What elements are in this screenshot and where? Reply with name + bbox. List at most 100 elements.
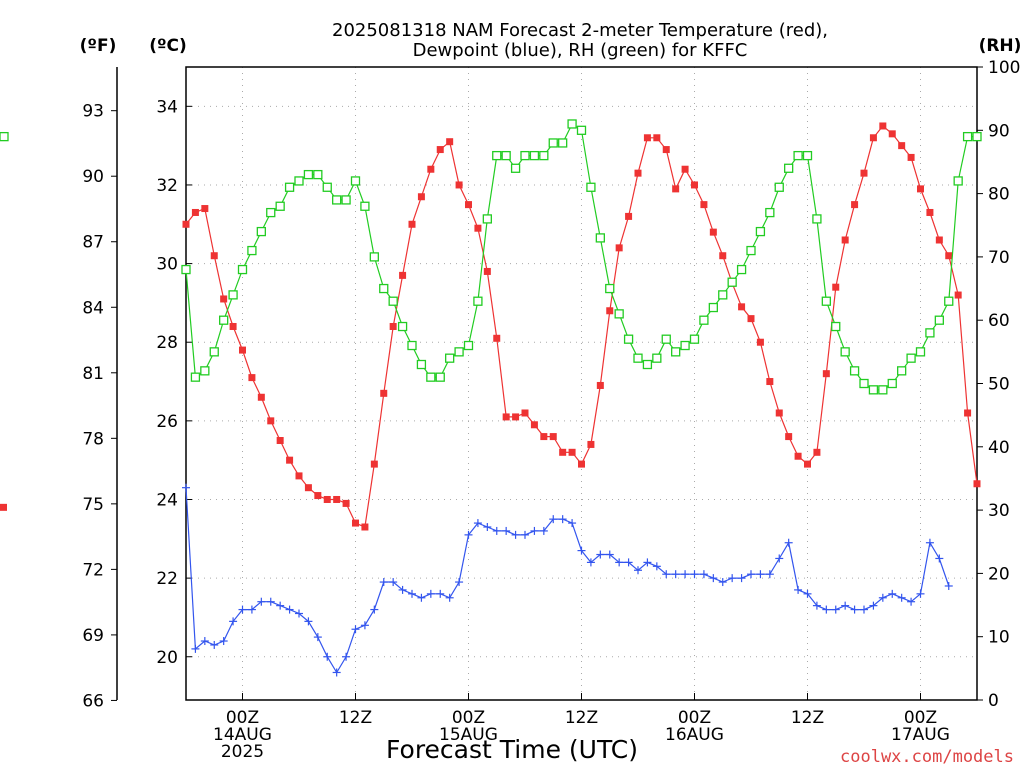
plot-frame xyxy=(185,66,978,701)
x-tick-label: 14AUG xyxy=(213,725,272,745)
temperature-data-point xyxy=(201,205,209,213)
celsius-tick-label: 24 xyxy=(156,490,178,510)
dewpoint-data-point xyxy=(266,597,275,606)
rh-data-point xyxy=(623,334,634,344)
rh-data-point xyxy=(605,283,615,294)
rh-data-point xyxy=(397,321,408,332)
temperature-data-point xyxy=(681,165,689,173)
dewpoint-data-point xyxy=(398,585,407,594)
temperature-data-point xyxy=(257,393,265,401)
dewpoint-data-point xyxy=(219,637,228,646)
rh-data-point xyxy=(849,366,860,376)
rh-data-point xyxy=(652,353,662,363)
rh-data-point xyxy=(209,347,219,357)
rh-data-point xyxy=(915,347,926,357)
rh-data-point xyxy=(558,138,568,148)
rh-data-point xyxy=(671,347,681,357)
temperature-data-point xyxy=(700,201,708,209)
rh-data-point xyxy=(699,315,709,325)
dewpoint-data-point xyxy=(718,578,727,587)
temperature-data-point xyxy=(286,456,294,464)
temperature-data-point xyxy=(851,201,859,209)
dewpoint-data-point xyxy=(511,530,520,539)
temperature-data-point xyxy=(860,169,868,177)
fahrenheit-tick-label: 90 xyxy=(82,167,104,187)
dewpoint-data-point xyxy=(577,546,586,555)
rh-tick-label: 10 xyxy=(988,628,1010,648)
rh-data-point xyxy=(642,359,653,370)
rh-unit-label: (RH) xyxy=(979,36,1022,56)
dewpoint-data-point xyxy=(605,550,614,559)
temperature-data-point xyxy=(822,370,830,378)
fahrenheit-tick-label: 81 xyxy=(82,364,104,384)
temperature-data-point xyxy=(0,503,7,511)
rh-data-point xyxy=(435,372,445,382)
rh-tick-label: 30 xyxy=(988,501,1010,521)
dewpoint-data-point xyxy=(944,581,953,590)
rh-tick-label: 40 xyxy=(988,438,1010,458)
temperature-data-point xyxy=(342,499,350,507)
dewpoint-data-point xyxy=(210,640,219,649)
temperature-data-point xyxy=(220,295,228,303)
rh-data-point xyxy=(859,378,869,389)
rh-data-point xyxy=(492,150,502,161)
rh-data-point xyxy=(341,195,351,205)
dewpoint-data-point xyxy=(935,554,944,563)
temperature-data-point xyxy=(578,460,585,468)
rh-data-point xyxy=(897,366,907,376)
temperature-data-point xyxy=(474,224,482,232)
rh-tick-label: 0 xyxy=(988,691,999,711)
rh-data-point xyxy=(445,353,455,363)
dewpoint-data-point xyxy=(662,570,671,579)
dewpoint-data-point xyxy=(596,550,605,559)
dewpoint-data-point xyxy=(473,519,482,528)
x-tick-label: 00Z xyxy=(678,708,711,728)
rh-data-point xyxy=(228,290,238,300)
dewpoint-data-point xyxy=(530,526,539,535)
temperature-data-point xyxy=(879,122,887,130)
dewpoint-data-point xyxy=(756,570,765,579)
temperature-data-point xyxy=(615,244,623,252)
grid-layer xyxy=(186,67,977,700)
rh-data-point xyxy=(727,277,737,287)
temperature-data-point xyxy=(888,130,896,138)
temperature-data-point xyxy=(935,236,943,244)
temperature-data-point xyxy=(596,381,604,389)
dewpoint-data-point xyxy=(888,589,897,598)
rh-data-point xyxy=(520,150,530,161)
rh-data-point xyxy=(284,182,295,192)
rh-data-point xyxy=(586,182,596,192)
temperature-data-point xyxy=(229,322,237,330)
temperature-data-point xyxy=(945,252,953,260)
dewpoint-data-point xyxy=(229,617,238,626)
rh-tick-label: 60 xyxy=(988,311,1010,331)
rh-data-point xyxy=(369,252,379,262)
dewpoint-data-point xyxy=(586,558,595,567)
temperature-data-point xyxy=(399,271,407,279)
dewpoint-data-point xyxy=(681,570,690,579)
dewpoint-data-point xyxy=(831,605,840,614)
rh-data-point xyxy=(190,372,201,382)
temperature-data-point xyxy=(813,448,821,456)
temperature-data-point xyxy=(465,201,472,209)
rh-data-point xyxy=(200,366,210,376)
rh-data-point xyxy=(303,169,314,180)
temperature-data-point xyxy=(540,433,548,441)
dewpoint-data-point xyxy=(747,570,755,579)
celsius-tick-label: 26 xyxy=(156,412,178,432)
dewpoint-data-point xyxy=(652,562,661,571)
series-layer xyxy=(0,119,982,677)
fahrenheit-tick-label: 72 xyxy=(82,560,104,580)
dewpoint-data-point xyxy=(850,605,859,614)
rh-data-point xyxy=(416,359,427,370)
temperature-data-point xyxy=(380,389,388,397)
x-tick-label: 2025 xyxy=(221,742,264,762)
dewpoint-data-point xyxy=(417,593,426,602)
rh-data-point xyxy=(718,290,728,300)
temperature-data-point xyxy=(408,220,416,228)
dewpoint-data-point xyxy=(765,570,774,579)
dewpoint-data-point xyxy=(502,526,511,535)
dewpoint-data-point xyxy=(634,566,642,575)
temperature-data-point xyxy=(549,433,557,441)
temperature-data-point xyxy=(512,413,520,421)
